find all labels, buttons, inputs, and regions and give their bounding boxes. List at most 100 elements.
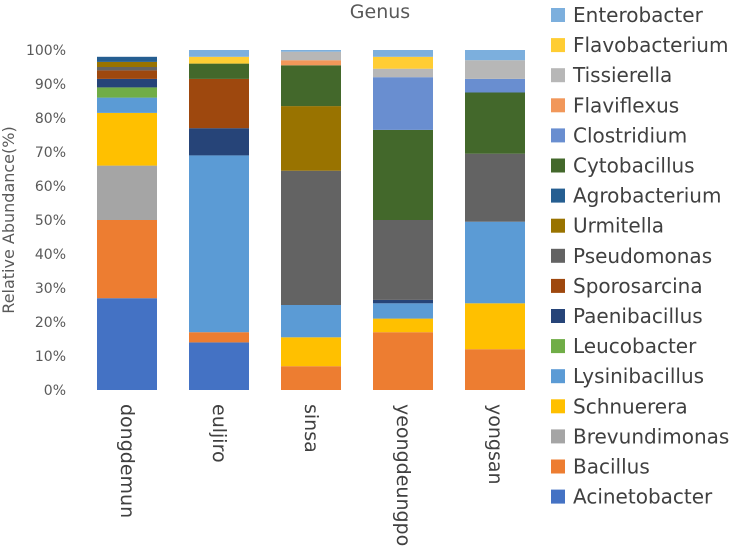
legend-swatch [551,429,565,444]
legend-label: Bacillus [573,455,650,479]
bar-segment [465,303,525,350]
legend-label: Sporosarcina [573,274,703,298]
bar-segment [281,106,341,171]
legend-label: Acinetobacter [573,485,713,509]
bar-segment [189,63,249,79]
bar-segment [189,50,249,57]
legend-swatch [551,278,565,293]
y-tick-label: 50% [35,213,66,229]
legend-swatch [551,158,565,173]
y-axis-ticks: 0% 10% 20% 30% 40% 50% 60% 70% 80% 90% 100% [26,43,66,399]
legend-label: Brevundimonas [573,424,729,448]
bar-segment [465,349,525,390]
y-tick-label: 80% [35,111,66,127]
legend-label: Pseudomonas [573,244,712,268]
legend-label: Agrobacterium [573,184,721,208]
bar-segment [97,112,157,166]
legend-item: Urmitella [551,214,664,238]
legend-swatch [551,489,565,504]
y-axis-label: Relative Abundance(%) [0,126,18,313]
y-tick-label: 30% [35,281,66,297]
legend-item: Flavobacterium [551,33,728,57]
legend-label: Tissierella [572,63,672,87]
legend-swatch [551,399,565,414]
legend-swatch [551,218,565,233]
y-tick-label: 0% [44,383,66,399]
bar-segment [465,153,525,222]
legend-swatch [551,68,565,83]
bar-segment [281,366,341,390]
bar-segment [373,318,433,333]
legend-swatch [551,459,565,474]
legend-item: Cytobacillus [551,154,695,178]
legend-item: Bacillus [551,455,650,479]
x-tick-label: sinsa [300,404,322,453]
bar-segment [97,298,157,390]
bar-segment [465,92,525,154]
legend-swatch [551,188,565,203]
legend-item: Paenibacillus [551,304,703,328]
bar-segment [97,220,157,299]
bar-segment [97,87,157,98]
legend-item: Schnuerera [551,394,688,418]
bar-segment [281,50,341,52]
y-tick-label: 20% [35,315,66,331]
bar-segment [373,77,433,130]
legend-item: Tissierella [551,63,672,87]
bar-segment [373,303,433,319]
x-tick-label: yongsan [484,404,506,485]
bar-segment [97,165,157,220]
bar-segment [97,97,157,113]
legend-swatch [551,98,565,113]
bar-segment [189,128,249,156]
legend-label: Schnuerera [573,394,688,418]
bar-segment [465,78,525,93]
legend-label: Clostridium [573,123,687,147]
bar-segment [97,67,157,71]
bar-segment [465,60,525,79]
bar-segment [465,50,525,61]
x-axis-labels: dongdemun euljiro sinsa yeongdeungpo yongsan [116,404,506,546]
legend-label: Enterobacter [573,3,704,27]
bar-segment [281,170,341,305]
legend: Enterobacter Flavobacterium Tissierella Fla… [551,3,729,509]
legend-swatch [551,128,565,143]
bar-segment [373,50,433,57]
y-tick-label: 10% [35,349,66,365]
legend-item: Brevundimonas [551,424,729,448]
legend-label: Flaviflexus [573,93,679,117]
legend-item: Flaviflexus [551,93,679,117]
bar-segment [281,51,341,61]
bar-segment [465,221,525,304]
chart-title: Genus [350,1,410,23]
legend-item: Sporosarcina [551,274,703,298]
bars [97,50,525,390]
legend-swatch [551,8,565,22]
bar-segment [189,332,249,343]
legend-item: Pseudomonas [551,244,712,268]
bar-segment [373,332,433,390]
bar-segment [373,68,433,78]
legend-label: Lysinibacillus [573,364,704,388]
bar-segment [97,70,157,79]
legend-swatch [551,309,565,323]
bar-segment [281,305,341,338]
x-tick-label: euljiro [208,404,230,463]
bar-segment [97,78,157,88]
legend-label: Urmitella [573,214,664,238]
legend-item: Agrobacterium [551,184,721,208]
legend-swatch [551,248,565,263]
legend-swatch [551,38,565,53]
bar-segment [373,129,433,220]
y-tick-label: 70% [35,145,66,161]
bar-segment [97,56,157,62]
legend-label: Flavobacterium [573,33,728,57]
legend-item: Clostridium [551,123,687,147]
bar-segment [189,342,249,390]
bar-segment [189,56,249,64]
y-tick-label: 90% [35,77,66,93]
legend-label: Paenibacillus [573,304,703,328]
bar-segment [97,61,157,67]
y-tick-label: 40% [35,247,66,263]
